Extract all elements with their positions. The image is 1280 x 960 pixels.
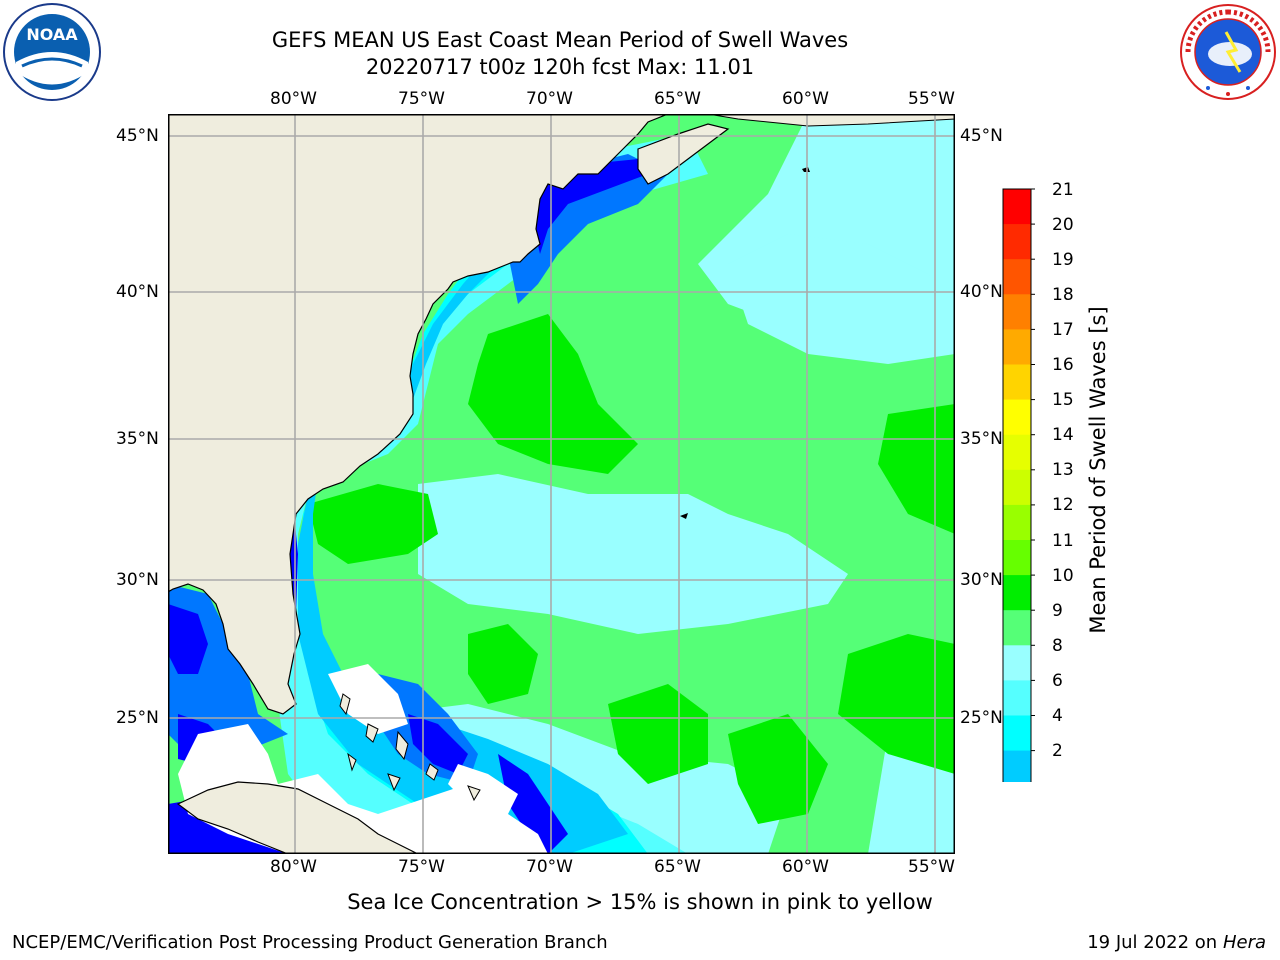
colorbar-segment [1003, 504, 1031, 541]
lat-label-left-45n: 45°N [116, 126, 159, 146]
colorbar-segment [1003, 259, 1031, 295]
colorbar-tick-label: 18 [1052, 285, 1074, 305]
svg-text:NOAA: NOAA [26, 25, 78, 44]
colorbar-segment [1003, 189, 1031, 225]
colorbar-tick-label: 12 [1052, 495, 1074, 515]
colorbar-tick-label: 11 [1052, 531, 1074, 551]
colorbar-tick-label: 15 [1052, 390, 1074, 410]
lon-label-top-60w: 60°W [782, 89, 829, 109]
lon-label-bottom-75w: 75°W [398, 857, 445, 877]
swell-period-map [168, 114, 955, 854]
colorbar-tick-label: 10 [1052, 566, 1074, 586]
land-north-america [168, 114, 669, 715]
colorbar-segment [1003, 294, 1031, 330]
lon-label-bottom-65w: 65°W [654, 857, 701, 877]
colorbar-segment [1003, 399, 1031, 436]
sea-ice-note: Sea Ice Concentration > 15% is shown in … [347, 890, 933, 914]
nws-logo [1178, 2, 1278, 102]
colorbar-tick-label: 4 [1052, 706, 1063, 726]
colorbar-segment [1003, 575, 1031, 611]
lon-label-bottom-55w: 55°W [908, 857, 955, 877]
lon-label-top-65w: 65°W [654, 89, 701, 109]
lon-label-top-55w: 55°W [908, 89, 955, 109]
colorbar-segment [1003, 224, 1031, 260]
lon-label-top-75w: 75°W [398, 89, 445, 109]
colorbar-segment [1003, 364, 1031, 401]
lat-label-left-35n: 35°N [116, 429, 159, 449]
colorbar [1002, 188, 1036, 850]
colorbar-tick-label: 16 [1052, 355, 1074, 375]
colorbar-tick-label: 6 [1052, 671, 1063, 691]
colorbar-tick-label: 17 [1052, 320, 1074, 340]
colorbar-tick-label: 13 [1052, 460, 1074, 480]
colorbar-segment [1003, 434, 1031, 471]
footer-date-text: 19 Jul 2022 on [1087, 932, 1223, 953]
footer-machine: Hera [1222, 932, 1266, 953]
colorbar-segment [1003, 540, 1031, 576]
lat-label-left-25n: 25°N [116, 708, 159, 728]
colorbar-segment [1003, 329, 1031, 365]
noaa-logo: NOAA [2, 2, 102, 102]
colorbar-segment [1003, 469, 1031, 506]
lon-label-top-80w: 80°W [270, 89, 317, 109]
colorbar-tick-label: 21 [1052, 180, 1074, 200]
lon-label-bottom-80w: 80°W [270, 857, 317, 877]
colorbar-segment [1003, 680, 1031, 716]
lat-label-right-25n: 25°N [960, 708, 1003, 728]
land-cuba [176, 781, 419, 854]
footer-date: 19 Jul 2022 on Hera [1087, 932, 1266, 953]
lat-label-left-30n: 30°N [116, 570, 159, 590]
colorbar-tick-label: 14 [1052, 425, 1074, 445]
map-subtitle: 20220717 t00z 120h fcst Max: 11.01 [365, 55, 755, 79]
lat-label-right-45n: 45°N [960, 126, 1003, 146]
colorbar-segment [1003, 610, 1031, 646]
lon-label-bottom-70w: 70°W [526, 857, 573, 877]
footer-branch: NCEP/EMC/Verification Post Processing Pr… [12, 932, 608, 953]
colorbar-tick-label: 2 [1052, 741, 1063, 761]
colorbar-tick-label: 8 [1052, 636, 1063, 656]
lat-label-right-30n: 30°N [960, 570, 1003, 590]
colorbar-tick-label: 9 [1052, 601, 1063, 621]
colorbar-tick-label: 19 [1052, 250, 1074, 270]
colorbar-segment [1003, 750, 1031, 787]
lat-label-right-40n: 40°N [960, 282, 1003, 302]
lat-label-left-40n: 40°N [116, 282, 159, 302]
colorbar-segment [1003, 645, 1031, 681]
lon-label-bottom-60w: 60°W [782, 857, 829, 877]
colorbar-segment [1003, 715, 1031, 752]
colorbar-tick-label: 20 [1052, 215, 1074, 235]
swell-band-10-11 [468, 314, 638, 474]
lat-label-right-35n: 35°N [960, 429, 1003, 449]
graticule [168, 114, 955, 854]
lon-label-top-70w: 70°W [526, 89, 573, 109]
map-title: GEFS MEAN US East Coast Mean Period of S… [271, 28, 849, 52]
